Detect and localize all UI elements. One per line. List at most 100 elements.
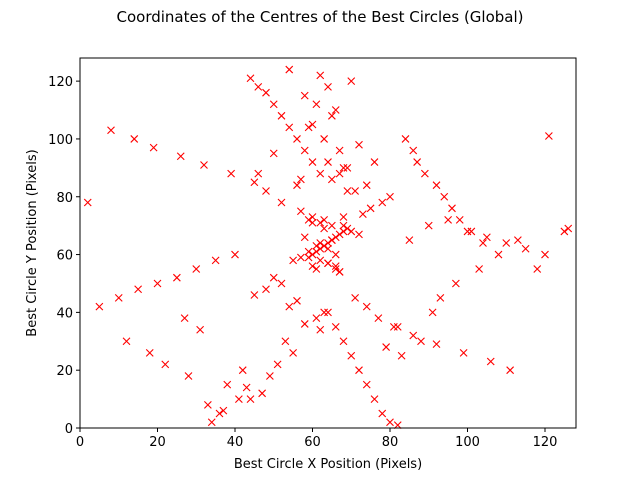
scatter-point	[343, 187, 352, 195]
scatter-point	[231, 250, 239, 259]
scatter-point	[324, 158, 332, 166]
scatter-point	[316, 256, 325, 265]
scatter-point	[308, 213, 317, 221]
x-tick-label: 80	[382, 435, 399, 450]
scatter-point	[362, 302, 371, 311]
scatter-point	[161, 360, 170, 369]
y-tick-label: 100	[48, 133, 73, 148]
scatter-point	[533, 265, 542, 273]
scatter-point	[506, 366, 515, 375]
scatter-point	[300, 91, 309, 100]
scatter-point	[324, 244, 332, 253]
scatter-point	[258, 389, 267, 398]
scatter-point	[448, 204, 456, 213]
scatter-point	[324, 83, 332, 91]
scatter-point	[316, 71, 325, 80]
scatter-point	[122, 337, 131, 346]
scatter-point	[436, 294, 445, 302]
scatter-point	[234, 395, 243, 403]
scatter-point	[149, 143, 158, 152]
x-tick-label: 120	[533, 435, 558, 450]
scatter-point	[327, 236, 336, 244]
scatter-point	[227, 169, 236, 178]
scatter-point	[269, 100, 278, 109]
scatter-point	[304, 123, 313, 132]
scatter-point	[386, 192, 394, 201]
scatter-point	[521, 244, 530, 253]
scatter-point	[308, 262, 317, 271]
scatter-point	[273, 360, 282, 369]
scatter-point	[320, 242, 329, 250]
scatter-point	[424, 221, 433, 230]
scatter-point	[293, 181, 301, 190]
scatter-point	[254, 83, 263, 91]
scatter-point	[455, 215, 464, 224]
scatter-point	[172, 273, 181, 282]
scatter-point	[215, 409, 224, 418]
scatter-point	[544, 132, 553, 140]
scatter-point	[502, 239, 511, 247]
scatter-point	[331, 265, 340, 273]
scatter-point	[285, 123, 294, 132]
scatter-point	[417, 337, 425, 346]
scatter-point	[331, 262, 340, 271]
scatter-point	[250, 291, 259, 299]
scatter-point	[393, 322, 402, 331]
scatter-point	[246, 74, 255, 83]
scatter-point	[130, 135, 139, 143]
scatter-point	[211, 256, 220, 265]
scatter-point	[366, 204, 375, 213]
scatter-point	[432, 181, 441, 190]
scatter-point	[312, 242, 321, 250]
scatter-point	[312, 100, 321, 109]
scatter-point	[316, 244, 325, 253]
scatter-point	[355, 230, 363, 239]
scatter-point	[262, 187, 270, 195]
y-tick-label: 40	[56, 306, 73, 321]
scatter-point	[335, 230, 344, 239]
scatter-point	[320, 135, 329, 143]
scatter-point	[370, 158, 379, 166]
scatter-point	[343, 163, 352, 172]
scatter-point	[316, 169, 325, 178]
scatter-point	[440, 192, 449, 201]
scatter-point	[289, 256, 298, 265]
scatter-point	[409, 146, 418, 155]
scatter-point	[114, 294, 123, 302]
scatter-point	[413, 158, 422, 166]
scatter-point	[494, 250, 503, 259]
scatter-point	[300, 146, 309, 155]
scatter-point	[254, 169, 263, 178]
scatter-point	[184, 372, 193, 380]
scatter-point	[250, 178, 259, 187]
scatter-point	[378, 409, 387, 418]
scatter-point	[316, 239, 325, 247]
scatter-point	[176, 152, 185, 161]
scatter-point	[339, 213, 348, 221]
plot-frame	[79, 57, 577, 429]
scatter-point	[277, 111, 286, 120]
scatter-point	[479, 239, 487, 247]
scatter-point	[331, 106, 340, 114]
scatter-point	[444, 215, 453, 224]
scatter-point	[277, 279, 286, 288]
scatter-point	[564, 224, 573, 233]
scatter-point	[223, 380, 232, 389]
scatter-point	[312, 314, 321, 323]
y-tick-label: 60	[56, 249, 73, 264]
scatter-point	[296, 207, 305, 216]
scatter-point	[200, 161, 208, 169]
scatter-point	[475, 265, 484, 273]
scatter-point	[339, 163, 348, 172]
scatter-point	[296, 253, 305, 262]
scatter-point	[207, 418, 216, 427]
y-tick-label: 0	[65, 422, 73, 437]
scatter-point	[269, 273, 278, 282]
scatter-point	[409, 331, 418, 340]
scatter-point	[374, 314, 383, 323]
scatter-point	[304, 215, 313, 224]
scatter-point	[335, 169, 344, 178]
scatter-point	[405, 236, 414, 244]
scatter-point	[320, 224, 329, 233]
